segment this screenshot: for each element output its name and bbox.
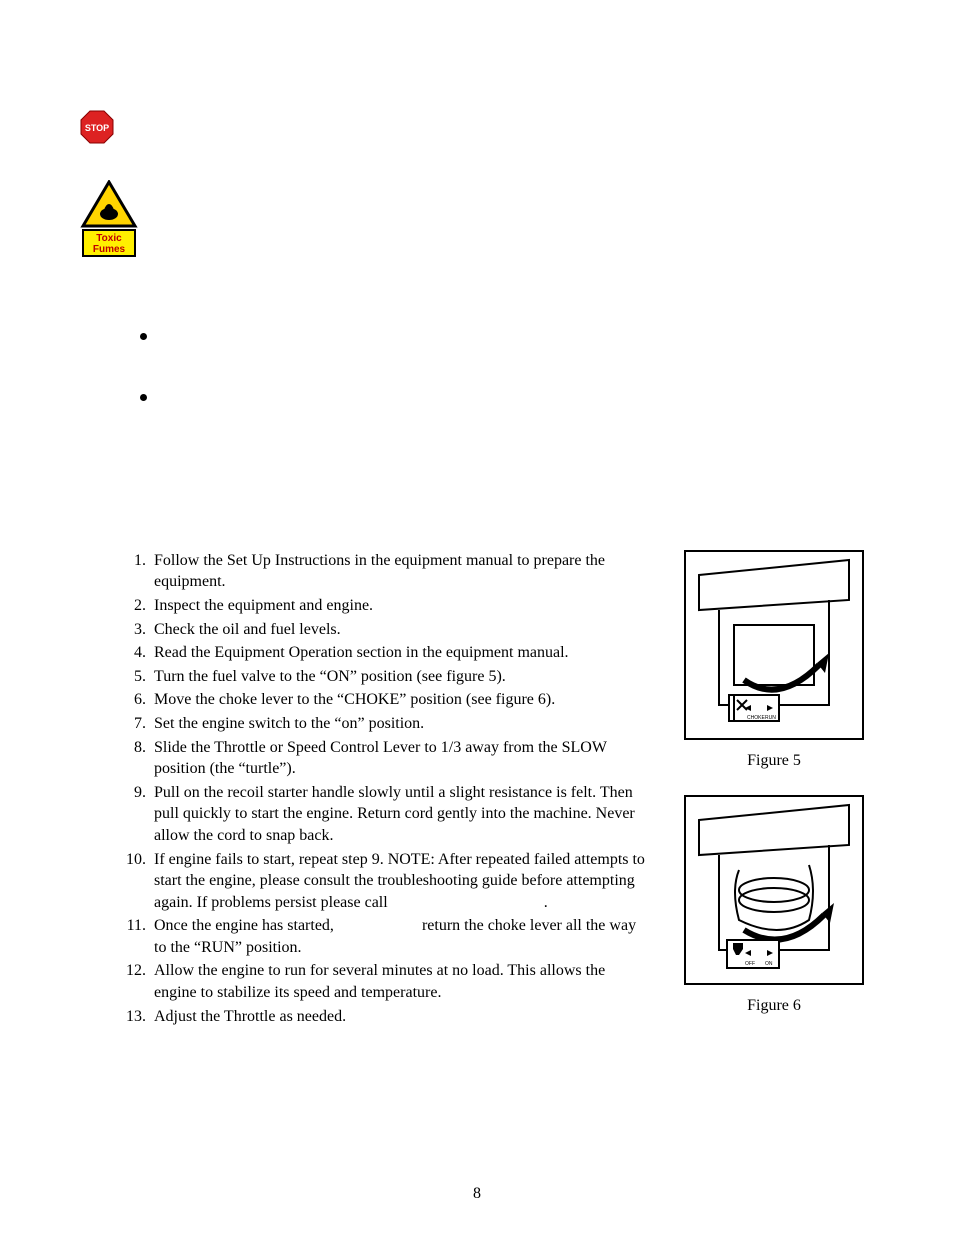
- step-4: 4. Read the Equipment Operation section …: [124, 642, 650, 664]
- fig5-label-left: CHOKE: [747, 715, 765, 721]
- step-6: 6. Move the choke lever to the “CHOKE” p…: [124, 689, 650, 711]
- step-text: Follow the Set Up Instructions in the eq…: [154, 550, 650, 593]
- step-text: Set the engine switch to the “on” positi…: [154, 713, 650, 735]
- step-number: 11.: [124, 915, 154, 958]
- step-text: Check the oil and fuel levels.: [154, 619, 650, 641]
- step-text: Allow the engine to run for several minu…: [154, 960, 650, 1003]
- step-number: 5.: [124, 666, 154, 688]
- step-number: 6.: [124, 689, 154, 711]
- toxic-label-line1: Toxic: [96, 233, 122, 244]
- step-number: 3.: [124, 619, 154, 641]
- step-number: 2.: [124, 595, 154, 617]
- step-text: Move the choke lever to the “CHOKE” posi…: [154, 689, 650, 711]
- step-number: 8.: [124, 737, 154, 780]
- fig5-label-right: RUN: [765, 715, 776, 721]
- step-10: 10. If engine fails to start, repeat ste…: [124, 849, 650, 914]
- stop-icon: STOP: [80, 110, 114, 144]
- valve-ring-icon: [739, 888, 809, 912]
- step-5: 5. Turn the fuel valve to the “ON” posit…: [124, 666, 650, 688]
- toxic-label-line2: Fumes: [93, 244, 126, 255]
- bullet-item: [140, 388, 874, 410]
- figure-5: CHOKE RUN: [684, 550, 864, 740]
- step-8: 8. Slide the Throttle or Speed Control L…: [124, 737, 650, 780]
- step-2: 2. Inspect the equipment and engine.: [124, 595, 650, 617]
- step-13: 13. Adjust the Throttle as needed.: [124, 1006, 650, 1028]
- stop-icon-row: STOP: [80, 110, 874, 150]
- bullet-item: [140, 327, 874, 349]
- step-number: 12.: [124, 960, 154, 1003]
- step-text: Pull on the recoil starter handle slowly…: [154, 782, 650, 847]
- figure-6: OFF ON: [684, 795, 864, 985]
- step-text-tail: .: [544, 894, 548, 911]
- numbered-steps: 1. Follow the Set Up Instructions in the…: [80, 550, 650, 1029]
- arrow-head-icon: [817, 653, 829, 673]
- valve-ring-icon: [739, 878, 809, 902]
- bullet-dot-icon: [140, 394, 147, 401]
- bullet-dot-icon: [140, 333, 147, 340]
- step-12: 12. Allow the engine to run for several …: [124, 960, 650, 1003]
- step-7: 7. Set the engine switch to the “on” pos…: [124, 713, 650, 735]
- figure-5-caption: Figure 5: [674, 750, 874, 772]
- step-text: If engine fails to start, repeat step 9.…: [154, 849, 650, 914]
- stop-icon-text: STOP: [85, 123, 109, 133]
- step-11: 11. Once the engine has started, xxxxxxx…: [124, 915, 650, 958]
- step-number: 1.: [124, 550, 154, 593]
- page-number: 8: [0, 1183, 954, 1205]
- step-3: 3. Check the oil and fuel levels.: [124, 619, 650, 641]
- figure-6-caption: Figure 6: [674, 995, 874, 1017]
- step-number: 9.: [124, 782, 154, 847]
- step-text: Read the Equipment Operation section in …: [154, 642, 650, 664]
- engine-top-icon: [699, 805, 849, 855]
- step-number: 7.: [124, 713, 154, 735]
- figures-column: CHOKE RUN Figure 5 O: [674, 550, 874, 1017]
- step-text: Inspect the equipment and engine.: [154, 595, 650, 617]
- step-text: Turn the fuel valve to the “ON” position…: [154, 666, 650, 688]
- step-text: Slide the Throttle or Speed Control Leve…: [154, 737, 650, 780]
- step-text-part: Once the engine has started,: [154, 917, 334, 934]
- bullet-list: [140, 327, 874, 410]
- step-number: 10.: [124, 849, 154, 914]
- main-content: 1. Follow the Set Up Instructions in the…: [80, 550, 874, 1029]
- step-number: 13.: [124, 1006, 154, 1028]
- step-1: 1. Follow the Set Up Instructions in the…: [124, 550, 650, 593]
- page: STOP Toxic Fumes 1. Follow the Set Up: [0, 0, 954, 1235]
- toxic-fumes-icon: Toxic Fumes: [80, 180, 874, 267]
- fig6-label-left: OFF: [745, 961, 755, 967]
- fig6-label-right: ON: [765, 961, 773, 967]
- step-9: 9. Pull on the recoil starter handle slo…: [124, 782, 650, 847]
- step-number: 4.: [124, 642, 154, 664]
- engine-top-icon: [699, 560, 849, 610]
- step-text: Once the engine has started, xxxxxxxxxx …: [154, 915, 650, 958]
- step-text: Adjust the Throttle as needed.: [154, 1006, 650, 1028]
